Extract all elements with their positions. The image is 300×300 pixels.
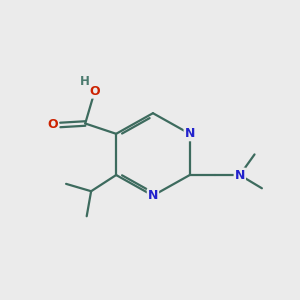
Text: O: O bbox=[47, 118, 58, 131]
Text: O: O bbox=[90, 85, 100, 98]
Text: N: N bbox=[235, 169, 245, 182]
Text: H: H bbox=[80, 75, 89, 88]
Text: N: N bbox=[148, 189, 158, 202]
Text: N: N bbox=[184, 127, 195, 140]
